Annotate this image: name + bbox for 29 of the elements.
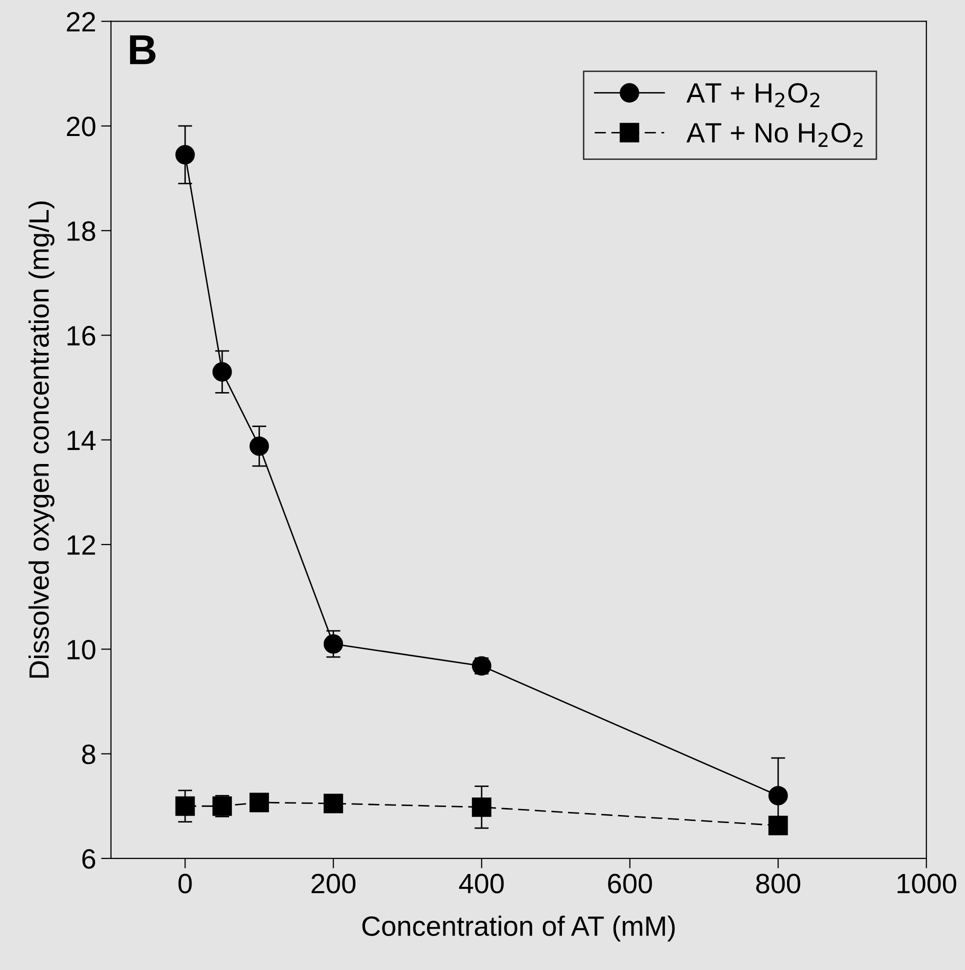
- y-tick-label: 20: [66, 116, 96, 136]
- legend-label: AT + H$_{2}$O$_{2}$: [686, 83, 820, 108]
- point: [250, 436, 269, 456]
- y-axis-title: Dissolved oxygen concentration (mg/L): [28, 202, 54, 678]
- y-tick-label: 8: [82, 744, 96, 764]
- x-tick-label: 800: [756, 874, 800, 894]
- point: [212, 362, 232, 382]
- point: [250, 792, 269, 812]
- x-tick-label: 400: [459, 874, 504, 894]
- y-tick-label: 14: [68, 430, 96, 450]
- point: [175, 145, 195, 164]
- point: [768, 786, 788, 806]
- y-tick-label: 16: [68, 326, 96, 346]
- y-tick-label: 12: [68, 535, 95, 555]
- y-tick-label: 18: [68, 221, 96, 241]
- y-tick-label: 10: [68, 640, 96, 660]
- x-tick-label: 600: [608, 874, 652, 894]
- x-tick-label: 1000: [898, 874, 956, 894]
- x-tick-label: 0: [178, 874, 192, 894]
- y-tick-label: 22: [66, 12, 95, 32]
- annotation: B: [130, 35, 156, 64]
- legend-label: AT + No H$_{2}$O$_{2}$: [686, 122, 863, 147]
- x-tick-label: 200: [312, 874, 356, 894]
- x-axis-title: Concentration of AT (mM): [362, 916, 675, 942]
- point: [175, 796, 195, 816]
- y-tick-label: 6: [82, 849, 96, 869]
- point: [472, 797, 492, 817]
- point: [324, 794, 344, 814]
- point: [324, 634, 344, 654]
